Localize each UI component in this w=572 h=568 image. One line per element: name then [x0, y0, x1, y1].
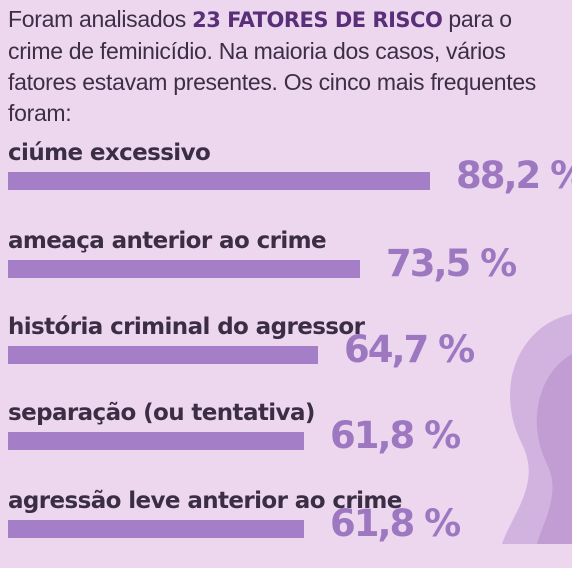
bar — [8, 520, 304, 538]
risk-factors-highlight: 23 FATORES DE RISCO — [192, 8, 443, 32]
intro-text-start: Foram analisados — [8, 6, 193, 32]
category-label: ameaça anterior ao crime — [8, 228, 327, 254]
category-label: separação (ou tentativa) — [8, 400, 315, 426]
chart-row: separação (ou tentativa) 61,8 % — [8, 400, 568, 480]
intro-text: Foram analisados 23 FATORES DE RISCO par… — [8, 4, 564, 129]
chart-row: história criminal do agressor 64,7 % — [8, 314, 568, 394]
bar — [8, 432, 304, 450]
bar — [8, 172, 430, 190]
chart-row: ciúme excessivo 88,2 % — [8, 140, 572, 220]
chart-row: agressão leve anterior ao crime 61,8 % — [8, 488, 568, 568]
category-label: história criminal do agressor — [8, 314, 365, 340]
intro-text-end: para o crime de feminicídio. Na maioria … — [8, 6, 537, 126]
value-label: 61,8 % — [330, 414, 461, 457]
value-label: 61,8 % — [330, 502, 461, 545]
value-label: 73,5 % — [386, 242, 517, 285]
category-label: agressão leve anterior ao crime — [8, 488, 402, 514]
bar — [8, 260, 360, 278]
chart-row: ameaça anterior ao crime 73,5 % — [8, 228, 568, 308]
bar — [8, 346, 318, 364]
category-label: ciúme excessivo — [8, 140, 211, 166]
value-label: 64,7 % — [344, 328, 475, 371]
value-label: 88,2 % — [456, 154, 572, 197]
decorative-wave-shape — [502, 314, 572, 544]
